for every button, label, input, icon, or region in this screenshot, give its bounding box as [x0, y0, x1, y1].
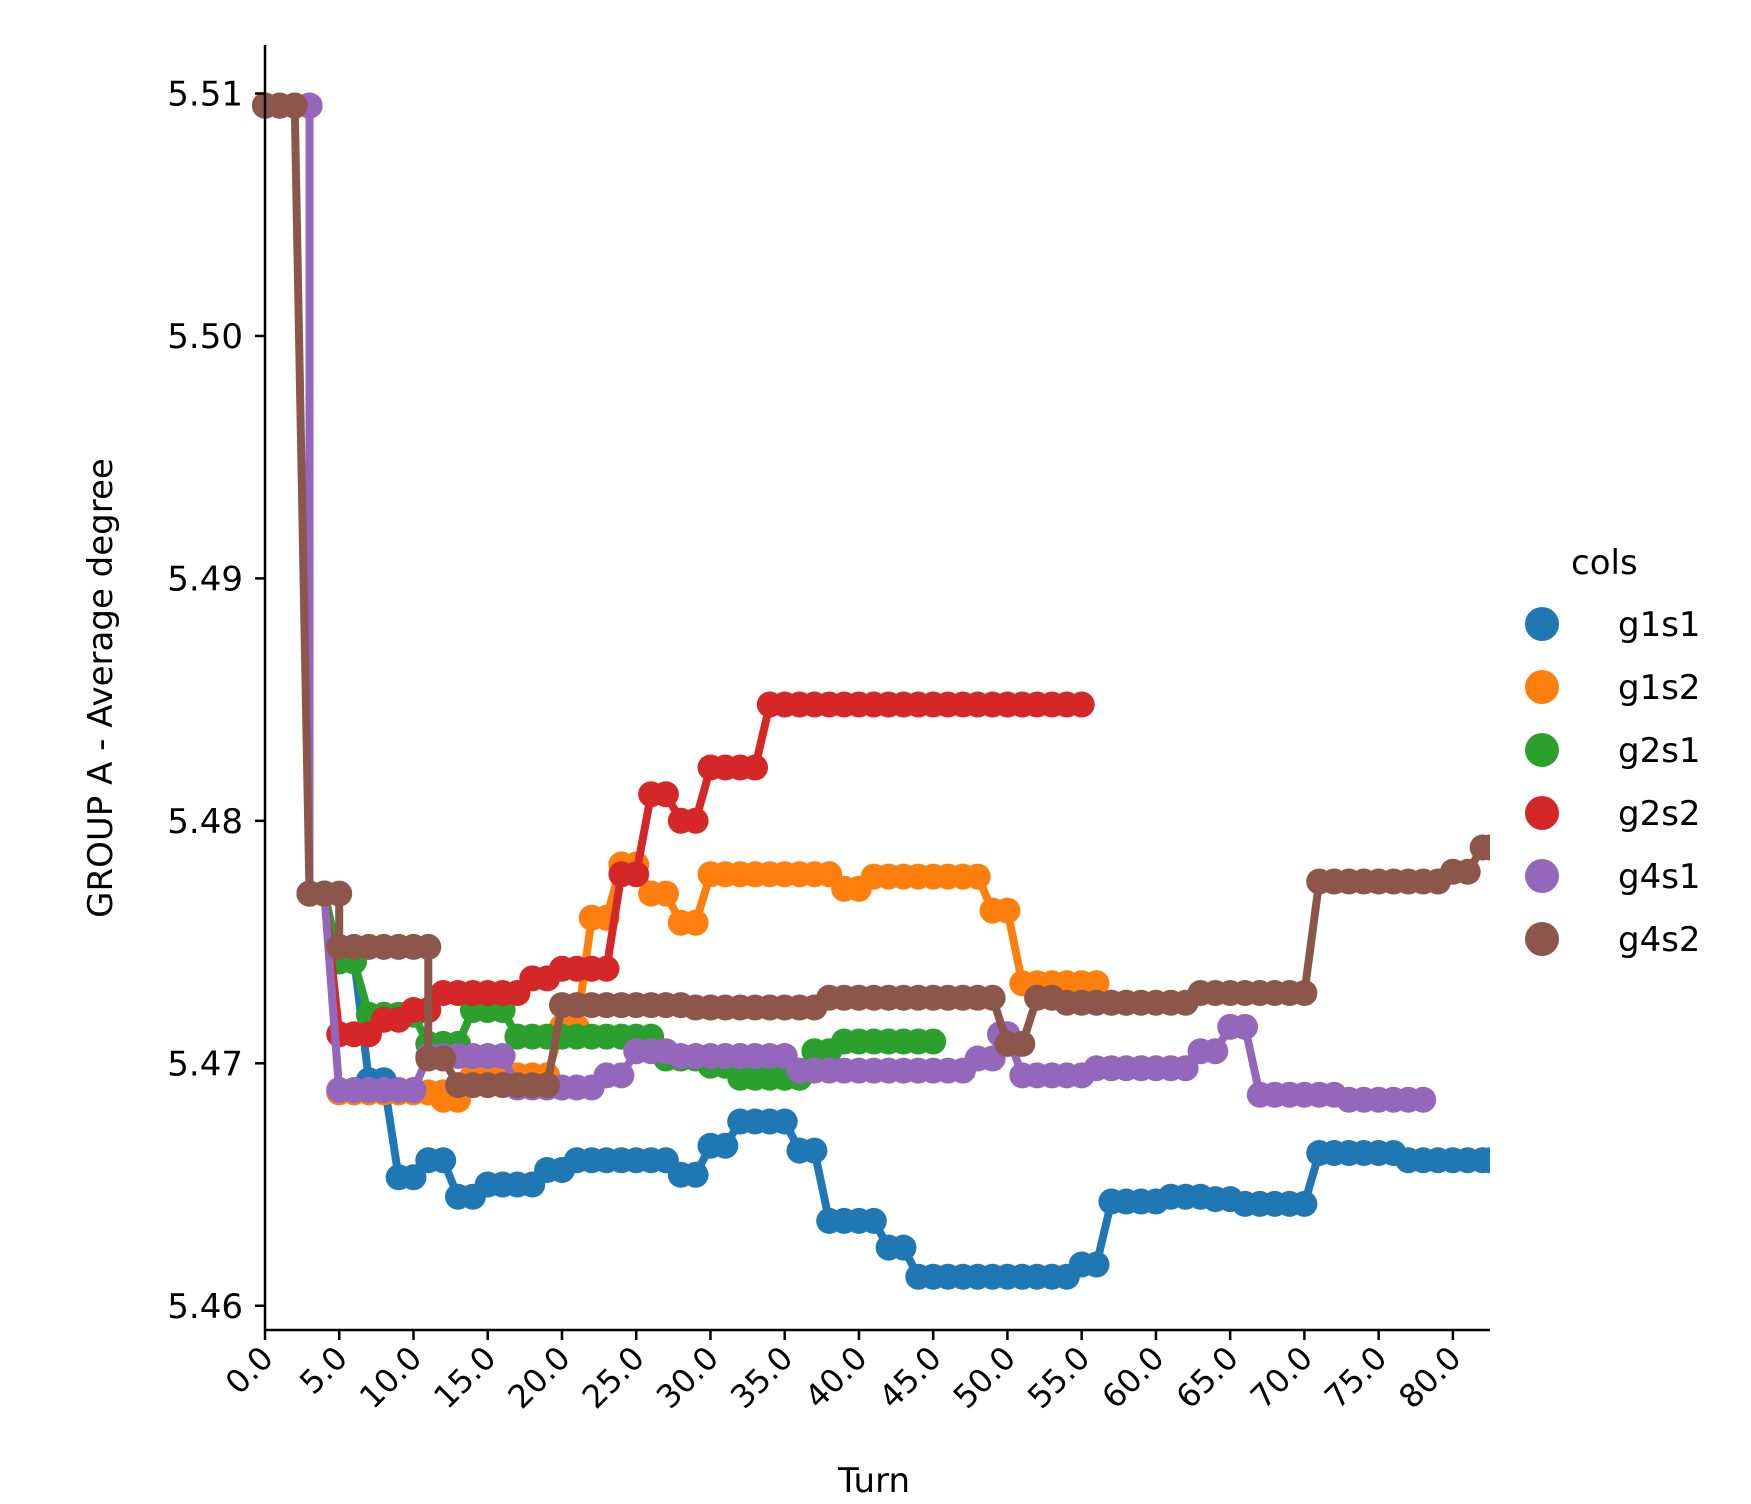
legend-label: g1s1 — [1618, 605, 1701, 645]
y-tick-label: 5.46 — [167, 1287, 243, 1327]
y-tick-label: 5.50 — [167, 317, 243, 357]
data-point-g1s2 — [964, 863, 991, 890]
data-point-g2s2 — [623, 861, 650, 888]
data-point-g4s1 — [608, 1062, 635, 1089]
data-point-g1s1 — [682, 1161, 709, 1188]
data-point-g1s2 — [652, 880, 679, 907]
data-point-g4s1 — [1172, 1055, 1199, 1082]
data-point-g2s2 — [652, 781, 679, 808]
data-point-g1s1 — [430, 1147, 457, 1174]
x-tick-label: 60.0 — [1094, 1339, 1171, 1416]
x-tick-label: 35.0 — [723, 1339, 800, 1416]
data-point-g1s1 — [771, 1108, 798, 1135]
data-point-g4s2 — [979, 984, 1006, 1011]
data-point-g1s1 — [1477, 1147, 1490, 1174]
data-point-g4s1 — [1232, 1013, 1258, 1040]
legend-label: g4s2 — [1618, 920, 1701, 960]
x-tick-label: 15.0 — [426, 1339, 503, 1416]
series-layer — [252, 92, 1490, 1290]
legend-marker — [1525, 796, 1559, 830]
data-point-g4s1 — [489, 1043, 516, 1069]
legend-label: g2s1 — [1618, 731, 1701, 771]
legend-label: g4s1 — [1618, 857, 1701, 897]
x-tick-label: 70.0 — [1243, 1339, 1320, 1416]
data-point-g4s1 — [1202, 1038, 1229, 1065]
data-point-g4s2 — [326, 880, 353, 907]
legend-label: g2s2 — [1618, 794, 1701, 834]
legend-title: cols — [1571, 543, 1638, 583]
y-tick-label: 5.49 — [167, 559, 243, 599]
legend-item-g1s2: g1s2 — [1525, 668, 1701, 708]
data-point-g4s2 — [415, 933, 442, 960]
series-line-g4s2 — [265, 101, 1490, 1090]
data-point-g4s2 — [430, 1045, 457, 1072]
legend-item-g2s1: g2s1 — [1525, 731, 1701, 771]
data-point-g4s2 — [1454, 858, 1481, 885]
legend-item-g4s2: g4s2 — [1525, 920, 1701, 960]
data-point-g2s2 — [593, 955, 620, 982]
x-tick-label: 20.0 — [500, 1339, 577, 1416]
data-point-g1s2 — [1083, 970, 1110, 997]
data-point-g1s1 — [712, 1132, 739, 1159]
data-point-g4s2 — [281, 92, 308, 119]
x-tick-label: 50.0 — [946, 1339, 1023, 1416]
legend-marker — [1525, 670, 1559, 704]
x-tick-label: 10.0 — [352, 1339, 429, 1416]
x-tick-label: 30.0 — [649, 1339, 726, 1416]
plot-area — [252, 92, 1490, 1290]
data-point-g4s1 — [400, 1077, 427, 1103]
data-point-g2s2 — [742, 754, 768, 781]
x-tick-label: 75.0 — [1317, 1339, 1394, 1416]
data-point-g1s1 — [400, 1164, 427, 1191]
series-g4s2 — [252, 92, 1490, 1099]
data-point-g2s2 — [1068, 691, 1095, 718]
x-tick-label: 0.0 — [218, 1339, 281, 1402]
legend-marker — [1525, 607, 1559, 641]
y-tick-label: 5.51 — [167, 74, 243, 114]
x-tick-label: 65.0 — [1169, 1339, 1246, 1416]
y-tick-label: 5.47 — [167, 1044, 243, 1084]
legend-marker — [1525, 922, 1559, 956]
data-point-g2s1 — [920, 1028, 947, 1055]
legend-item-g4s1: g4s1 — [1525, 857, 1701, 897]
x-tick-label: 80.0 — [1391, 1339, 1468, 1416]
legend: cols g1s1 g1s2 g2s1 g2s2 g4s1 g4s2 — [1525, 543, 1701, 960]
x-tick-label: 55.0 — [1020, 1339, 1097, 1416]
data-point-g1s1 — [1291, 1190, 1318, 1217]
legend-marker — [1525, 733, 1559, 767]
data-point-g1s2 — [994, 897, 1021, 924]
x-tick-label: 45.0 — [872, 1339, 949, 1416]
x-tick-label: 25.0 — [575, 1339, 652, 1416]
data-point-g4s1 — [1410, 1086, 1437, 1113]
y-tick-label: 5.48 — [167, 802, 243, 842]
x-axis-label: Turn — [837, 1461, 910, 1500]
series-line-g2s1 — [265, 101, 934, 1082]
data-point-g2s2 — [682, 807, 709, 834]
x-tick-label: 40.0 — [797, 1339, 874, 1416]
data-point-g1s1 — [890, 1234, 917, 1261]
legend-marker — [1525, 859, 1559, 893]
y-axis-label: GROUP A - Average degree — [81, 458, 121, 918]
data-point-g4s2 — [1009, 1030, 1036, 1057]
legend-label: g1s2 — [1618, 668, 1701, 708]
data-point-g1s1 — [1083, 1251, 1110, 1278]
data-point-g1s1 — [860, 1207, 887, 1234]
x-tick-label: 5.0 — [292, 1339, 355, 1402]
legend-item-g2s2: g2s2 — [1525, 794, 1701, 834]
data-point-g1s2 — [682, 909, 709, 936]
data-point-g4s2 — [1477, 834, 1490, 861]
data-point-g1s1 — [801, 1137, 828, 1164]
data-point-g4s2 — [534, 1072, 561, 1099]
data-point-g4s2 — [1291, 980, 1318, 1006]
legend-item-g1s1: g1s1 — [1525, 605, 1701, 645]
